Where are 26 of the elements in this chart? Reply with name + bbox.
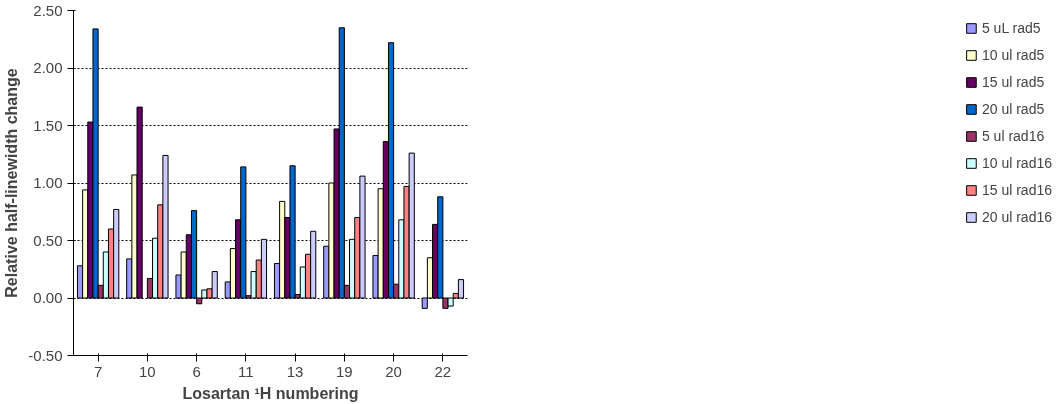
y-tick-label: 0.50: [33, 231, 63, 249]
bar: [457, 279, 465, 299]
legend-label: 5 ul rad16: [981, 128, 1045, 144]
y-tick-label: -0.50: [28, 346, 63, 364]
legend-label: 20 ul rad5: [981, 101, 1045, 117]
x-tick-label: 22: [434, 362, 452, 380]
legend-label: 10 ul rad16: [981, 155, 1052, 171]
y-tick-label: 2.50: [33, 1, 63, 19]
x-tick-label: 7: [93, 362, 103, 380]
legend-label: 10 ul rad5: [981, 47, 1045, 63]
y-tick-label: 1.00: [33, 174, 63, 191]
y-tick-label: 2.00: [33, 59, 63, 76]
legend-label: 5 uL rad5: [981, 20, 1041, 36]
y-axis-title: Relative half-linewidth change: [3, 68, 21, 298]
x-tick-label: 20: [385, 362, 402, 380]
legend-label: 15 ul rad5: [981, 74, 1045, 90]
x-tick-label: 11: [238, 362, 254, 380]
legend-label: 20 ul rad16: [981, 209, 1052, 225]
y-tick-label: 1.50: [33, 116, 63, 134]
x-tick-label: 13: [286, 362, 304, 380]
x-axis-title: Losartan ¹H numbering: [182, 384, 359, 402]
x-tick-label: 19: [336, 362, 353, 380]
y-tick-label: 0.00: [33, 289, 63, 306]
legend-label: 15 ul rad16: [981, 182, 1052, 198]
x-tick-label: 10: [139, 362, 156, 380]
x-tick-label: 6: [192, 362, 201, 380]
